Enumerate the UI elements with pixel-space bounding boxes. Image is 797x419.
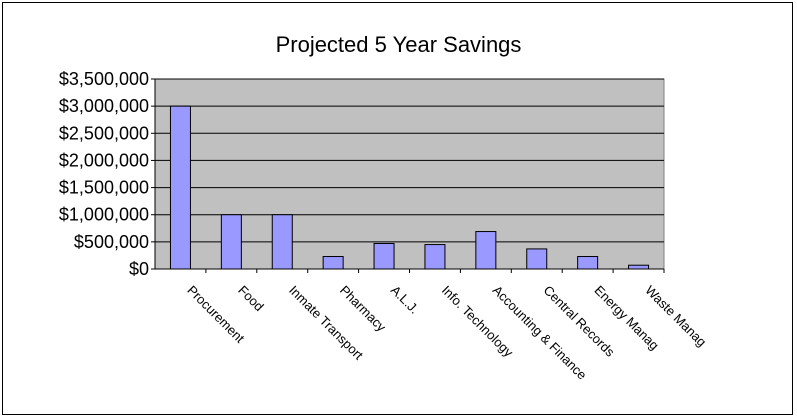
x-tick-label: Food: [235, 283, 267, 315]
x-tick-label: A.L.J.: [388, 283, 422, 317]
y-tick-label: $2,000,000: [59, 150, 149, 170]
bar: [271, 214, 293, 270]
bar: [526, 248, 548, 270]
bar: [220, 214, 242, 270]
y-tick-label: $1,000,000: [59, 205, 149, 225]
y-tick-label: $500,000: [74, 232, 149, 252]
bar: [577, 256, 599, 270]
bar: [424, 244, 446, 270]
bar: [373, 242, 395, 270]
bar: [628, 264, 650, 270]
y-tick-label: $3,500,000: [59, 69, 149, 89]
bar: [475, 231, 497, 270]
chart-title: Projected 5 Year Savings: [275, 32, 522, 57]
bar: [169, 105, 191, 270]
y-tick-label: $3,000,000: [59, 96, 149, 116]
x-tick-label: Accounting & Finance: [490, 283, 590, 383]
y-tick-label: $2,500,000: [59, 123, 149, 143]
bar: [322, 256, 344, 270]
y-tick-label: $0: [129, 259, 149, 279]
x-tick-label: Pharmacy: [337, 283, 389, 335]
y-tick-label: $1,500,000: [59, 178, 149, 198]
